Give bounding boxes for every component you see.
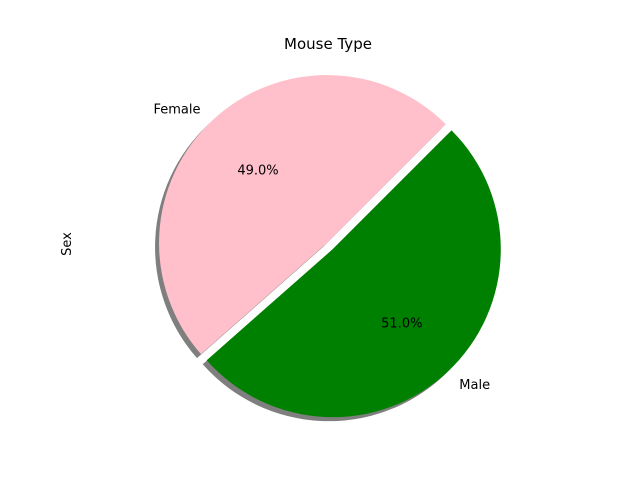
slice-layer	[159, 75, 501, 418]
label-layer: Female 49.0% Male 51.0%	[153, 102, 490, 393]
slice-label-male: Male	[459, 378, 490, 393]
slice-label-female: Female	[153, 102, 200, 117]
y-axis-label: Sex	[60, 232, 75, 256]
chart-title: Mouse Type	[284, 35, 372, 53]
pie-slice-male	[206, 130, 501, 418]
slice-percent-male: 51.0%	[381, 317, 422, 332]
pie-slice-female	[159, 75, 446, 355]
slice-percent-female: 49.0%	[237, 164, 278, 179]
